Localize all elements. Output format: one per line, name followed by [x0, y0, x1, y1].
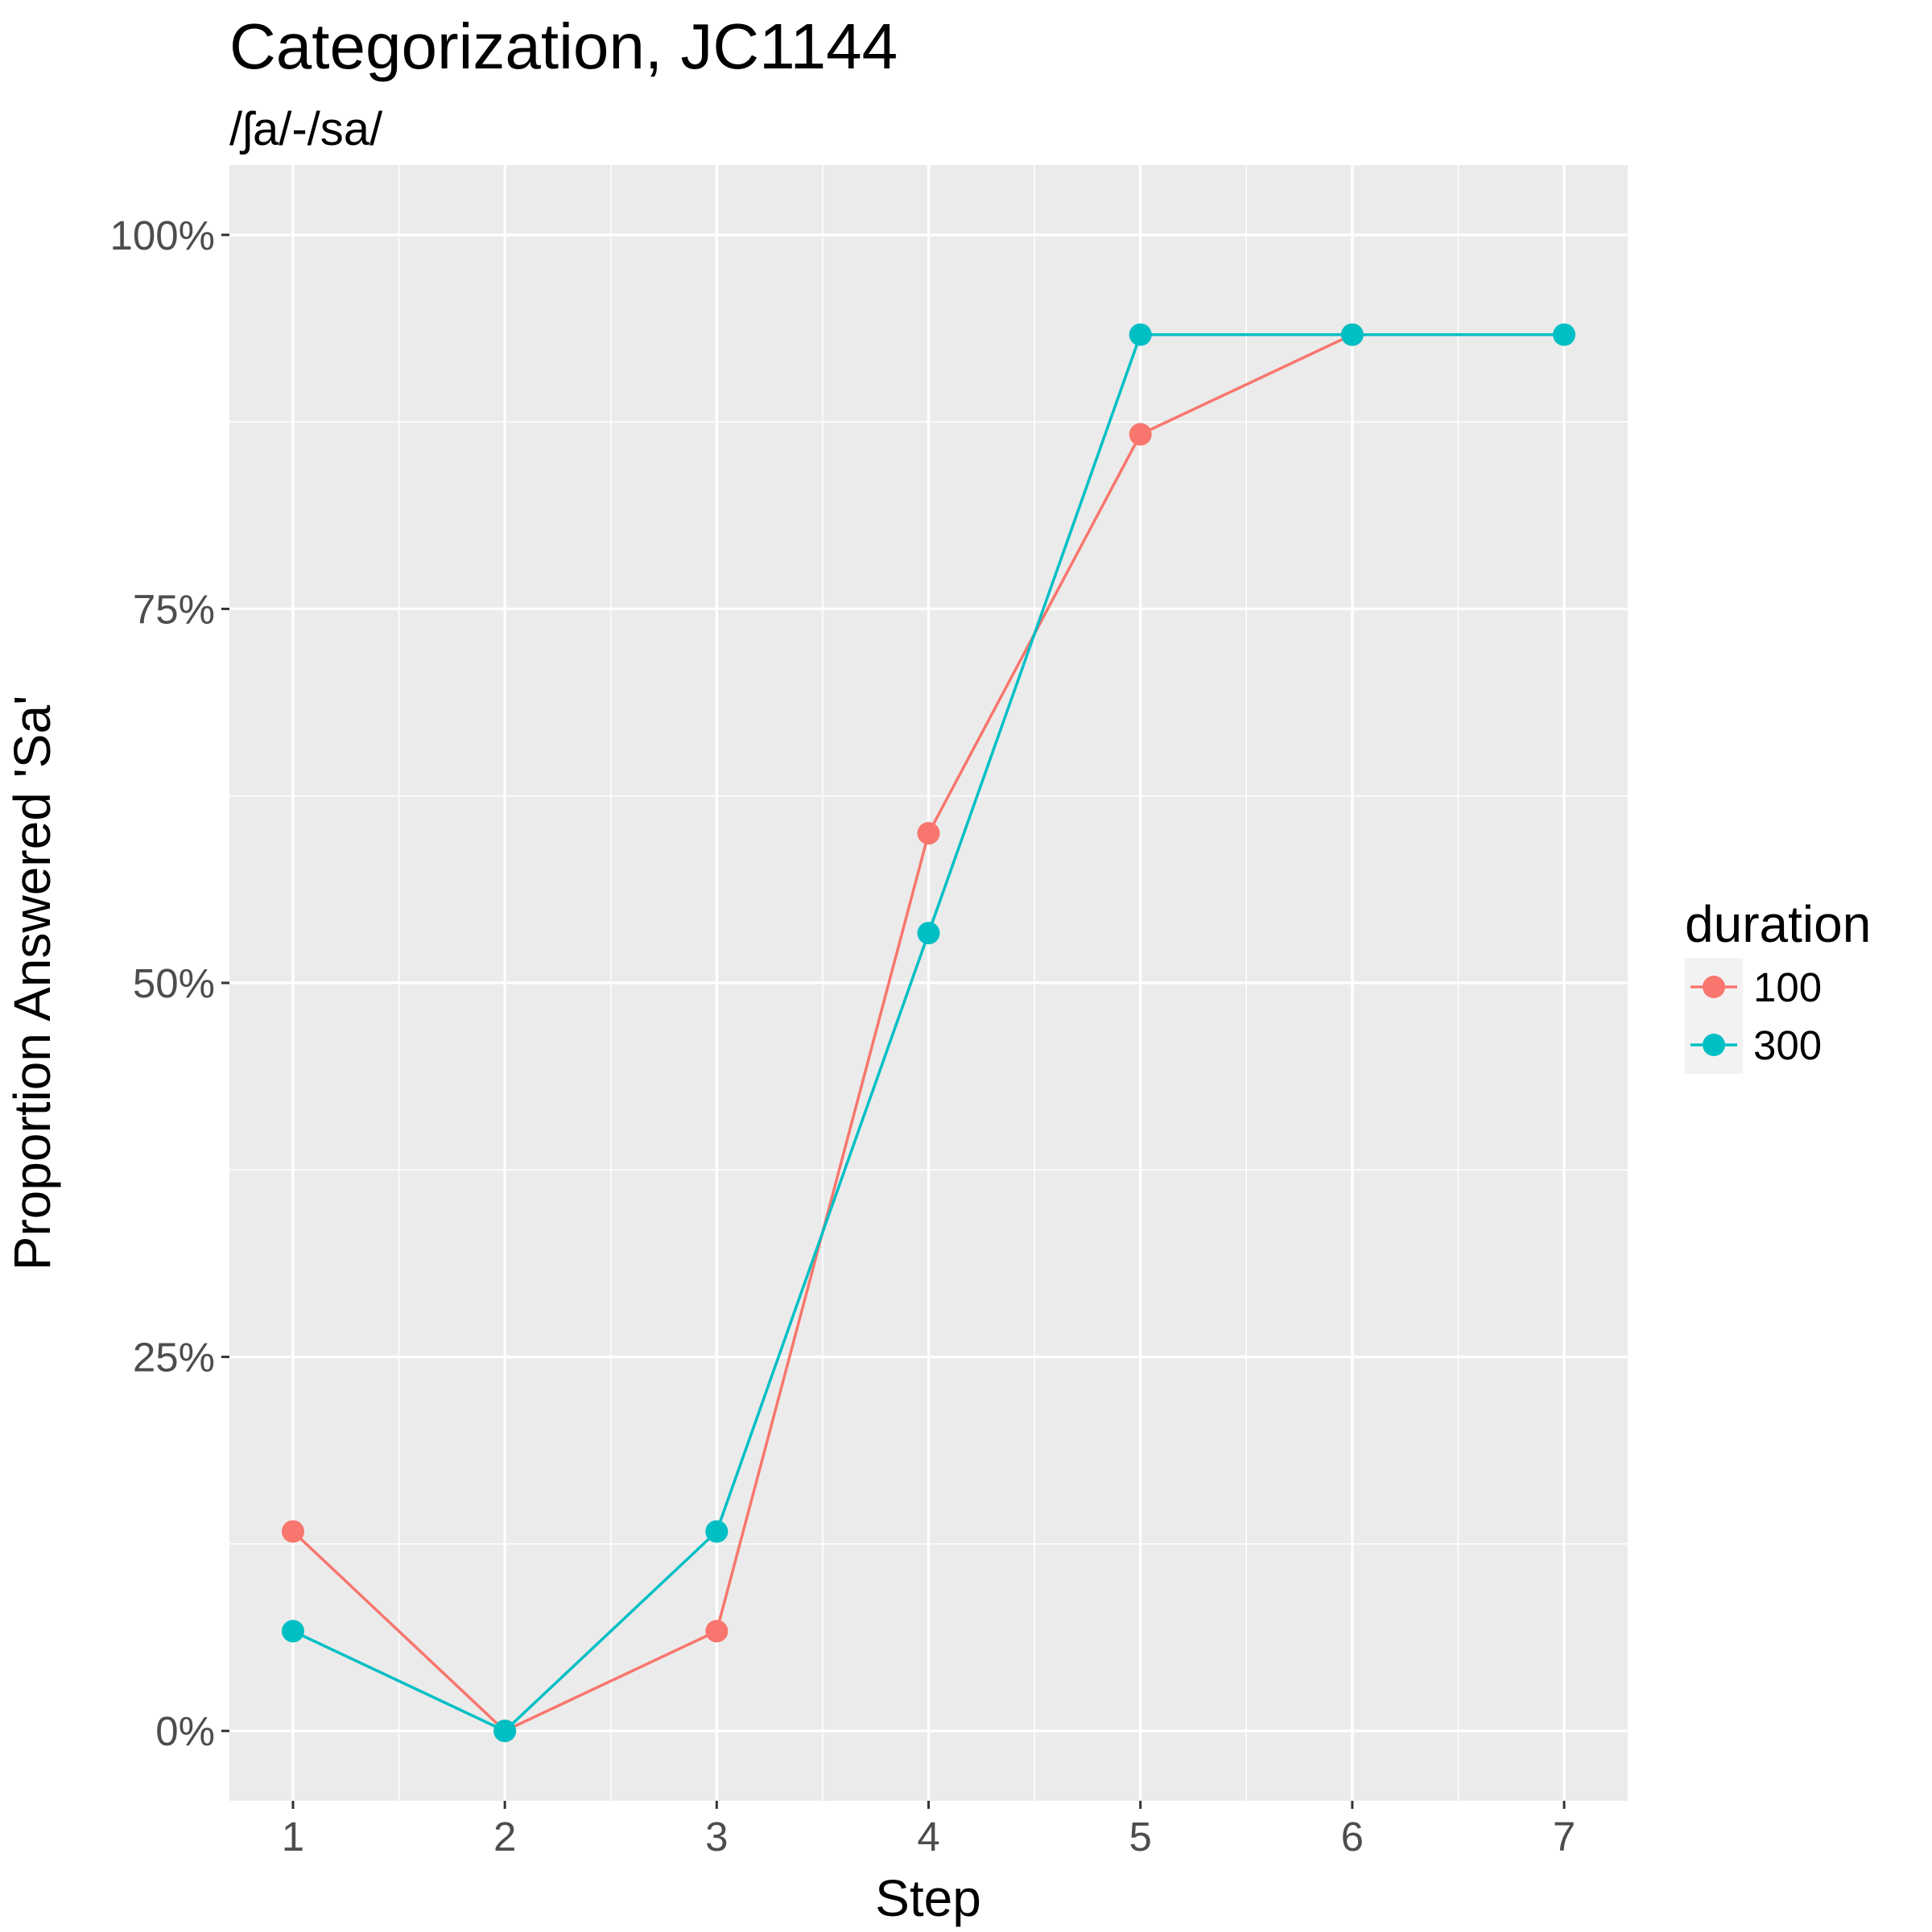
- x-axis-title: Step: [875, 1869, 981, 1927]
- x-tick-label: 5: [1129, 1814, 1151, 1860]
- x-tick-label: 4: [917, 1814, 939, 1860]
- data-point-100: [705, 1620, 729, 1643]
- y-tick-label: 100%: [110, 213, 215, 258]
- y-tick-label: 50%: [133, 960, 215, 1006]
- x-tick-label: 3: [705, 1814, 728, 1860]
- x-tick-label: 1: [282, 1814, 304, 1860]
- y-tick-label: 0%: [155, 1708, 215, 1754]
- series-layer: [281, 323, 1576, 1743]
- data-point-300: [281, 1620, 304, 1643]
- data-point-100: [1129, 423, 1152, 446]
- data-point-300: [1340, 323, 1364, 346]
- data-point-300: [493, 1719, 517, 1743]
- chart-subtitle: /ʃa/-/sa/: [229, 103, 383, 155]
- y-tick-label: 25%: [133, 1335, 215, 1381]
- data-point-300: [705, 1520, 729, 1543]
- legend-title: duration: [1685, 895, 1871, 953]
- y-axis-title: Proportion Answered 'Sa': [3, 696, 61, 1271]
- data-point-300: [1553, 323, 1576, 346]
- x-tick-label: 2: [493, 1814, 516, 1860]
- data-point-100: [917, 822, 940, 845]
- legend-key-point: [1703, 1034, 1725, 1056]
- grid-major: [229, 165, 1628, 1801]
- x-tick-label: 7: [1553, 1814, 1575, 1860]
- y-axis: 0% 25% 50% 75% 100%: [110, 213, 229, 1754]
- x-tick-label: 6: [1341, 1814, 1364, 1860]
- x-axis: 1 2 3 4 5 6 7: [282, 1801, 1575, 1860]
- y-tick-label: 75%: [133, 586, 215, 632]
- data-point-300: [917, 922, 940, 945]
- legend-label-300: 300: [1753, 1022, 1822, 1068]
- chart-title: Categorization, JC1144: [229, 10, 898, 82]
- legend-key-point: [1703, 976, 1725, 998]
- data-point-300: [1129, 323, 1152, 346]
- legend-label-100: 100: [1753, 964, 1822, 1010]
- data-point-100: [281, 1520, 304, 1543]
